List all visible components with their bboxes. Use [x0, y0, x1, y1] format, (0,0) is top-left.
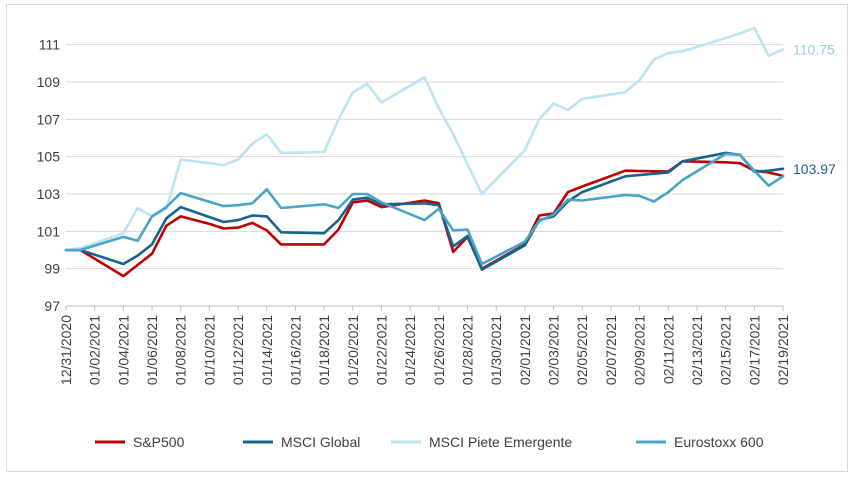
series-line-msci-global: [64, 151, 785, 271]
x-tick-label-02/07/2021: 02/07/2021: [603, 315, 619, 385]
y-tick-label-99: 99: [44, 261, 60, 277]
x-tick-label-02/05/2021: 02/05/2021: [574, 315, 590, 385]
y-tick-label-107: 107: [37, 111, 61, 127]
x-tick-label-01/14/2021: 01/14/2021: [259, 315, 275, 385]
y-tick-label-105: 105: [37, 149, 61, 165]
x-tick-label-01/18/2021: 01/18/2021: [316, 315, 332, 385]
legend-label: MSCI Global: [281, 434, 360, 450]
x-tick-label-01/20/2021: 01/20/2021: [345, 315, 361, 385]
legend-label: S&P500: [133, 434, 185, 450]
x-tick-label-01/04/2021: 01/04/2021: [115, 315, 131, 385]
x-tick-label-02/13/2021: 02/13/2021: [689, 315, 705, 385]
x-tick-label-01/30/2021: 01/30/2021: [488, 315, 504, 385]
x-tick-label-02/17/2021: 02/17/2021: [746, 315, 762, 385]
x-tick-label-01/06/2021: 01/06/2021: [144, 315, 160, 385]
x-tick-label-01/24/2021: 01/24/2021: [402, 315, 418, 385]
x-tick-label-02/03/2021: 02/03/2021: [546, 315, 562, 385]
y-tick-label-109: 109: [37, 74, 61, 90]
x-tick-label-02/11/2021: 02/11/2021: [660, 315, 676, 384]
x-tick-label-01/10/2021: 01/10/2021: [201, 315, 217, 385]
x-tick-label-01/08/2021: 01/08/2021: [173, 315, 189, 385]
y-tick-label-101: 101: [37, 223, 61, 239]
legend-label: MSCI Piete Emergente: [429, 434, 572, 450]
y-tick-label-111: 111: [39, 37, 60, 53]
end-value-label: 110.75: [793, 41, 835, 57]
x-tick-label-02/09/2021: 02/09/2021: [632, 315, 648, 385]
x-tick-label-02/19/2021: 02/19/2021: [775, 315, 791, 385]
series-line-msci-piete-emergente: [64, 26, 785, 252]
x-tick-label-02/01/2021: 02/01/2021: [517, 315, 533, 385]
x-tick-label-01/26/2021: 01/26/2021: [431, 315, 447, 385]
x-tick-label-01/02/2021: 01/02/2021: [87, 315, 103, 385]
legend-label: Eurostoxx 600: [674, 434, 764, 450]
series-line-eurostoxx-600: [64, 152, 785, 266]
x-tick-label-01/16/2021: 01/16/2021: [287, 315, 303, 385]
x-tick-label-01/12/2021: 01/12/2021: [230, 315, 246, 385]
x-tick-label-12/31/2020: 12/31/2020: [58, 315, 74, 385]
y-tick-label-103: 103: [37, 186, 61, 202]
x-tick-label-01/28/2021: 01/28/2021: [460, 315, 476, 385]
end-value-label: 103.97: [793, 161, 836, 177]
x-tick-label-02/15/2021: 02/15/2021: [718, 315, 734, 385]
x-tick-label-01/22/2021: 01/22/2021: [373, 315, 389, 385]
y-tick-label-97: 97: [44, 298, 60, 314]
